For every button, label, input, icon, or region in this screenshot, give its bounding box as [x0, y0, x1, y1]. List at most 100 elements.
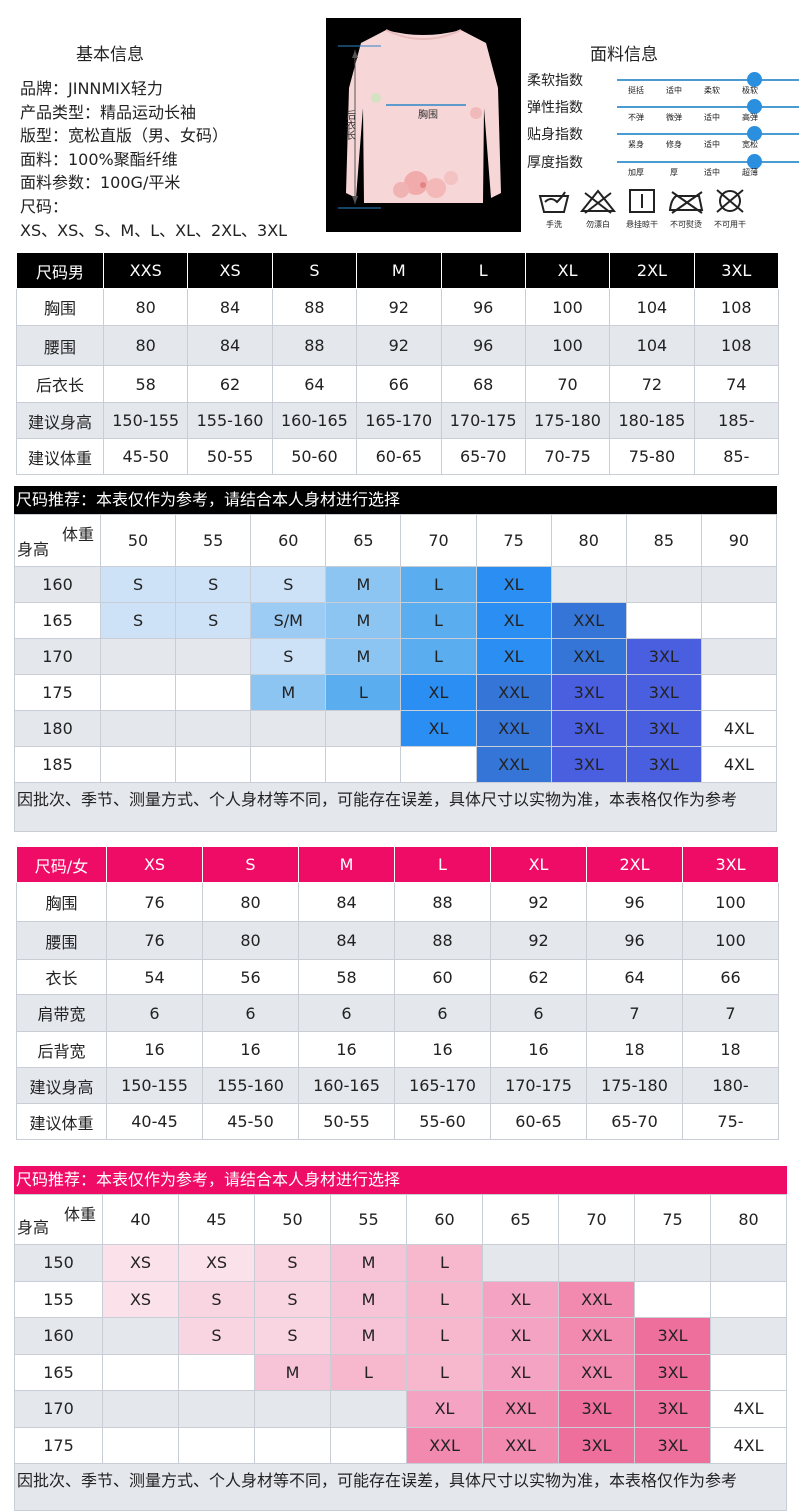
recommended-size-cell: S	[178, 1280, 255, 1318]
fabric-index-tick: 柔软	[704, 86, 720, 95]
recommended-size-cell	[710, 1244, 787, 1282]
size-value: 50-55	[298, 1103, 395, 1140]
size-value: 88	[394, 921, 491, 960]
height-weight-corner: 体重 身高	[14, 1194, 103, 1245]
size-value: 76	[106, 882, 203, 922]
size-value: 74	[693, 365, 780, 403]
table-row: 180 XL XXL 3XL 3XL 4XL	[14, 710, 778, 747]
fabric-index-tick: 极软	[742, 86, 758, 95]
size-value: 180-185	[609, 402, 695, 439]
basic-info-line: 产品类型：精品运动长袖	[20, 102, 197, 122]
table-row: 肩带宽 6 6 6 6 6 7 7	[16, 994, 779, 1032]
recommended-size-cell: 3XL	[550, 746, 627, 783]
recommended-size-cell: S	[254, 1280, 331, 1318]
size-value: 88	[271, 325, 358, 366]
size-value: 55-60	[394, 1103, 491, 1140]
size-value: 150-155	[102, 402, 189, 439]
size-value: 6	[298, 994, 395, 1032]
recommended-size-cell: M	[250, 674, 327, 711]
recommended-size-cell: 3XL	[550, 674, 627, 711]
weight-header-cell: 55	[330, 1194, 407, 1245]
size-header-cell: XXS	[102, 252, 189, 289]
height-row-label: 155	[14, 1280, 103, 1318]
height-row-label: 175	[14, 1426, 103, 1464]
height-row-label: 150	[14, 1244, 103, 1282]
weight-axis-label: 体重	[63, 1205, 96, 1224]
men-size-table: 尺码男 XXS XS S M L XL 2XL 3XL 胸围 80 84 88 92 96 100 104 10…	[16, 252, 780, 475]
recommended-size-cell: M	[330, 1280, 407, 1318]
recommended-size-cell: L	[325, 674, 402, 711]
recommended-size-cell: M	[325, 566, 402, 603]
weight-header-cell: 90	[700, 514, 778, 567]
recommended-size-cell	[700, 602, 778, 639]
fabric-index-tick: 不弹	[628, 113, 644, 122]
size-header-cell: M	[298, 846, 395, 883]
table-row: 165 M L L XL XXL 3XL	[14, 1353, 787, 1391]
size-value: 50-55	[187, 438, 273, 475]
fabric-index-scale: 挺括 适中 柔软 极软	[617, 85, 797, 96]
size-header-cell: XS	[187, 252, 273, 289]
table-row: 胸围 80 84 88 92 96 100 104 108	[16, 288, 780, 326]
size-value: 60	[394, 959, 491, 995]
fabric-index-marker	[747, 72, 762, 87]
recommended-size-cell: XL	[475, 638, 552, 675]
table-row: 建议体重 45-50 50-55 50-60 60-65 65-70 70-75 75-80 8…	[16, 438, 780, 475]
recommended-size-cell: L	[406, 1244, 483, 1282]
size-value: 175-180	[524, 402, 611, 439]
recommended-size-cell: L	[400, 566, 477, 603]
recommended-size-cell: 3XL	[550, 710, 627, 747]
recommended-size-cell: XXL	[550, 638, 627, 675]
recommended-size-cell: S/M	[250, 602, 327, 639]
table-row: 建议体重 40-45 45-50 50-55 55-60 60-65 65-70 75-	[16, 1103, 779, 1140]
size-value: 180-	[682, 1067, 779, 1104]
table-row: 155 XS S S M L XL XXL	[14, 1280, 787, 1318]
recommended-size-cell	[700, 674, 778, 711]
height-row-label: 180	[14, 710, 101, 747]
recommended-size-cell	[178, 1390, 255, 1428]
recommended-size-cell	[550, 566, 627, 603]
recommended-size-cell: XXL	[558, 1353, 635, 1391]
recommended-size-cell: M	[330, 1317, 407, 1355]
size-value: 70	[524, 365, 611, 403]
height-row-label: 165	[14, 602, 101, 639]
recommended-size-cell	[178, 1426, 255, 1464]
size-value: 88	[394, 882, 491, 922]
recommended-size-cell: XXL	[475, 710, 552, 747]
size-header-cell: XL	[524, 252, 611, 289]
fabric-index-scale: 不弹 微弹 适中 高弹	[617, 112, 797, 123]
height-axis-label: 身高	[17, 540, 50, 559]
table-row: 建议身高 150-155 155-160 160-165 165-170 170-175 1…	[16, 402, 780, 439]
size-value: 160-165	[271, 402, 358, 439]
recommended-size-cell: XXL	[550, 602, 627, 639]
care-item: 勿漂白	[576, 188, 620, 230]
recommended-size-cell: 3XL	[625, 674, 702, 711]
weight-header-row: 体重 身高 40 45 50 55 60 65 70 75 80	[14, 1194, 787, 1245]
recommended-size-cell: S	[178, 1317, 255, 1355]
size-value: 58	[102, 365, 189, 403]
recommended-size-cell	[634, 1280, 711, 1318]
size-value: 62	[490, 959, 587, 995]
recommended-size-cell	[325, 710, 402, 747]
recommended-size-cell: 3XL	[625, 710, 702, 747]
weight-header-cell: 70	[400, 514, 477, 567]
size-value: 75-80	[609, 438, 695, 475]
size-value: 72	[609, 365, 695, 403]
care-item: 不可熨烫	[664, 188, 708, 230]
recommended-size-cell	[700, 638, 778, 675]
size-value: 185-	[693, 402, 780, 439]
fabric-index-track	[617, 79, 799, 81]
fabric-index-label: 厚度指数	[527, 155, 583, 171]
table-row: 后衣长 58 62 64 66 68 70 72 74	[16, 365, 780, 403]
recommended-size-cell: L	[400, 602, 477, 639]
fabric-index-tick: 适中	[704, 113, 720, 122]
recommended-size-cell: XL	[406, 1390, 483, 1428]
row-label: 建议体重	[16, 1103, 107, 1140]
size-value: 16	[106, 1031, 203, 1068]
size-value: 80	[202, 921, 299, 960]
size-value: 45-50	[202, 1103, 299, 1140]
hand-wash-icon	[538, 191, 570, 213]
size-header-cell: XL	[490, 846, 587, 883]
weight-header-cell: 45	[178, 1194, 255, 1245]
recommended-size-cell: XL	[482, 1353, 559, 1391]
size-header-cell: 3XL	[682, 846, 779, 883]
